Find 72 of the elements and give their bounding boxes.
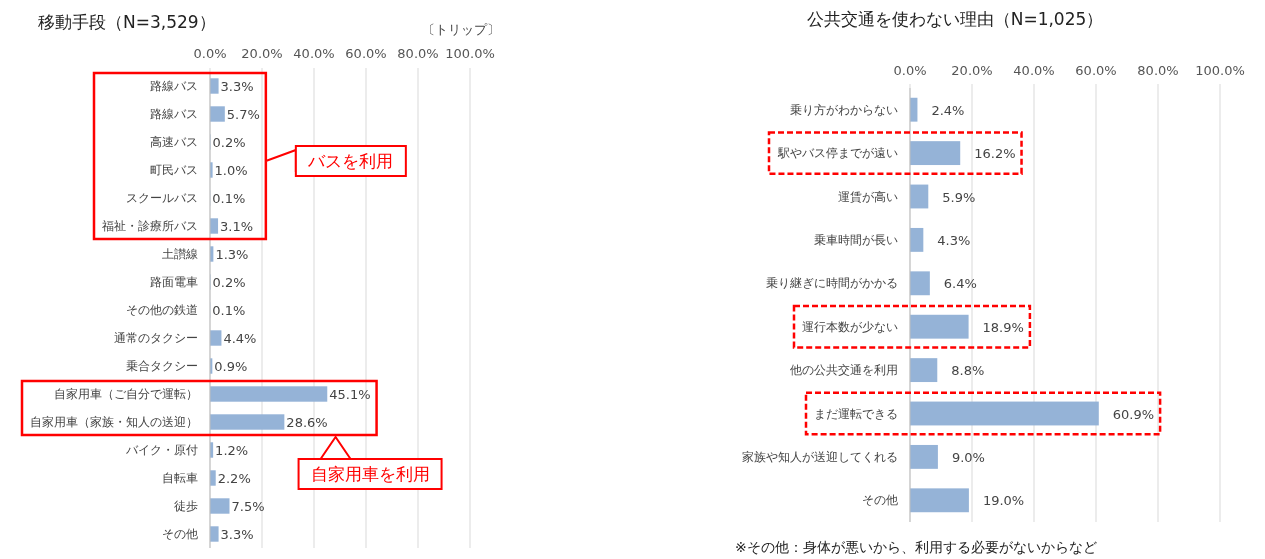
y-tick-label: 運賃が高い [838, 189, 898, 204]
y-tick-label: 土讃線 [162, 247, 198, 261]
y-tick-label: 福祉・診療所バス [102, 219, 198, 233]
x-tick-label: 0.0% [193, 46, 227, 61]
data-label: 4.3% [937, 232, 971, 248]
chart-title: 公共交通を使わない理由（N=1,025） [806, 9, 1104, 29]
y-tick-label: 駅やバス停までが遠い [777, 146, 898, 161]
text: ※その他：身体が悪いから、利用する必要がないからなど [735, 539, 1097, 555]
y-tick-label: 徒歩 [174, 499, 198, 513]
y-tick-label: 路線バス [150, 107, 198, 121]
data-label: 0.2% [212, 275, 246, 290]
y-tick-label: 乗り継ぎに時間がかかる [766, 276, 898, 291]
y-tick-label: 他の公共交通を利用 [790, 363, 898, 378]
data-label: 0.1% [212, 303, 246, 318]
x-tick-label: 60.0% [345, 46, 387, 61]
data-label: 2.4% [931, 102, 965, 118]
data-label: 0.9% [214, 359, 248, 374]
data-label: 0.2% [212, 135, 246, 150]
y-tick-label: その他 [162, 527, 198, 541]
y-tick-label: 通常のタクシー [114, 331, 198, 345]
data-label: 7.5% [231, 499, 265, 514]
x-tick-label: 20.0% [241, 46, 283, 61]
data-label: 60.9% [1112, 406, 1155, 422]
data-label: 0.1% [212, 191, 246, 206]
x-tick-label: 40.0% [1013, 63, 1055, 78]
x-tick-label: 0.0% [893, 63, 927, 78]
data-label: 28.6% [286, 415, 328, 430]
data-label: 2.2% [217, 471, 251, 486]
x-tick-label: 80.0% [397, 46, 439, 61]
data-label: 5.7% [226, 107, 260, 122]
y-tick-label: その他の鉄道 [126, 303, 198, 317]
y-tick-label: 乗り方がわからない [790, 102, 898, 117]
y-tick-label: 自転車 [162, 471, 198, 485]
data-label: 3.3% [220, 79, 254, 94]
data-label: 3.1% [220, 219, 254, 234]
data-label: 4.4% [223, 331, 257, 346]
x-tick-label: 60.0% [1075, 63, 1117, 78]
y-tick-label: まだ運転できる [814, 406, 898, 421]
data-label: 1.3% [215, 247, 249, 262]
y-tick-label: 家族や知人が送迎してくれる [742, 449, 898, 464]
data-label: 6.4% [943, 276, 977, 292]
y-tick-label: バイク・原付 [125, 443, 198, 457]
y-tick-label: 乗合タクシー [126, 359, 198, 373]
y-tick-label: その他 [862, 493, 898, 508]
x-tick-label: 40.0% [293, 46, 335, 61]
data-label: 5.9% [942, 189, 976, 205]
data-label: 16.2% [974, 146, 1016, 162]
y-tick-label: 高速バス [150, 135, 198, 149]
data-label: 18.9% [982, 319, 1024, 335]
x-tick-label: 20.0% [951, 63, 993, 78]
y-tick-label: 自家用車（ご自分で運転） [54, 387, 198, 401]
y-tick-label: 自家用車（家族・知人の送迎） [30, 415, 198, 429]
x-axis-title: 〔トリップ〕 [422, 22, 500, 37]
data-label: 19.0% [982, 493, 1025, 509]
y-tick-label: 乗車時間が長い [814, 232, 898, 247]
x-tick-label: 100.0% [1195, 63, 1245, 78]
y-tick-label: 運行本数が少ない [802, 319, 898, 334]
x-tick-label: 100.0% [445, 46, 495, 61]
data-label: 9.0% [951, 449, 985, 465]
y-tick-label: 町民バス [150, 163, 198, 177]
y-tick-label: 路面電車 [150, 275, 198, 289]
annotation: 自家用車を利用 [310, 464, 430, 484]
data-label: 8.8% [951, 363, 985, 379]
x-tick-label: 80.0% [1137, 63, 1179, 78]
data-label: 3.3% [220, 527, 254, 542]
chart-title: 移動手段（N=3,529） [38, 12, 216, 32]
data-label: 1.0% [214, 163, 248, 178]
y-tick-label: スクールバス [126, 191, 198, 205]
data-label: 1.2% [215, 443, 249, 458]
annotation: バスを利用 [306, 151, 393, 171]
data-label: 45.1% [329, 387, 371, 402]
y-tick-label: 路線バス [150, 79, 198, 93]
